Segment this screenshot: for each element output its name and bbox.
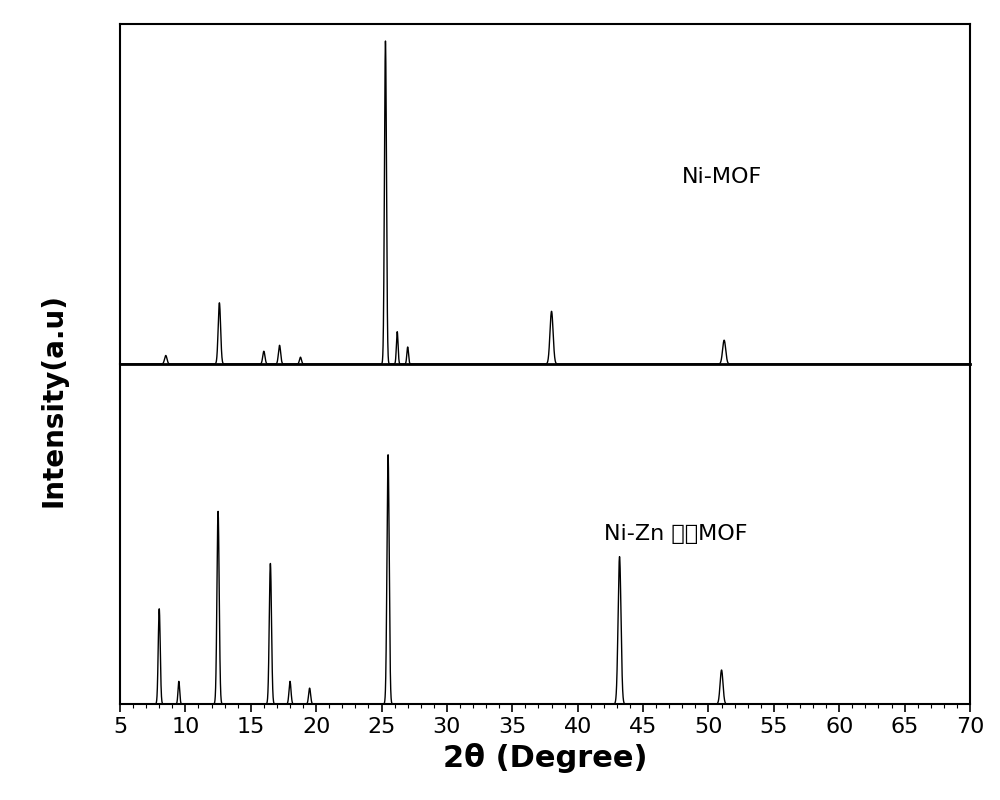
Text: Ni-MOF: Ni-MOF bbox=[682, 167, 763, 187]
X-axis label: 2θ (Degree): 2θ (Degree) bbox=[443, 742, 647, 773]
Text: Ni-Zn 核壳MOF: Ni-Zn 核壳MOF bbox=[604, 524, 747, 544]
Text: Intensity(a.u): Intensity(a.u) bbox=[40, 293, 68, 507]
